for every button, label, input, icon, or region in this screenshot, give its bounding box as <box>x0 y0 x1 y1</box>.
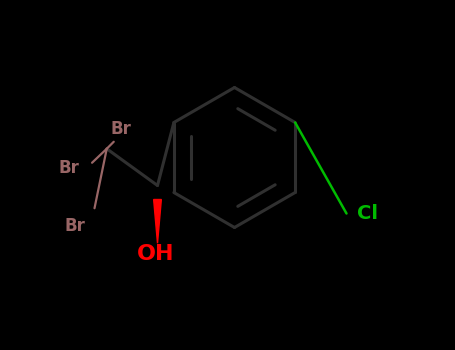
Text: Br: Br <box>65 217 86 235</box>
Polygon shape <box>154 199 162 243</box>
Text: OH: OH <box>137 244 175 264</box>
Text: Br: Br <box>110 120 131 139</box>
Text: Cl: Cl <box>357 204 378 223</box>
Text: Br: Br <box>59 159 80 177</box>
